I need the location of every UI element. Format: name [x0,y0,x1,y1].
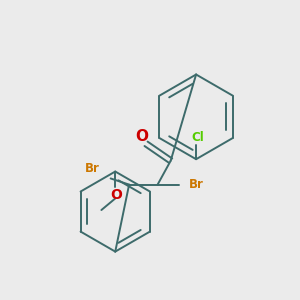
Text: O: O [110,188,122,202]
Text: Br: Br [189,178,203,191]
Text: Cl: Cl [191,131,204,144]
Text: Br: Br [85,162,100,175]
Text: O: O [136,129,149,144]
